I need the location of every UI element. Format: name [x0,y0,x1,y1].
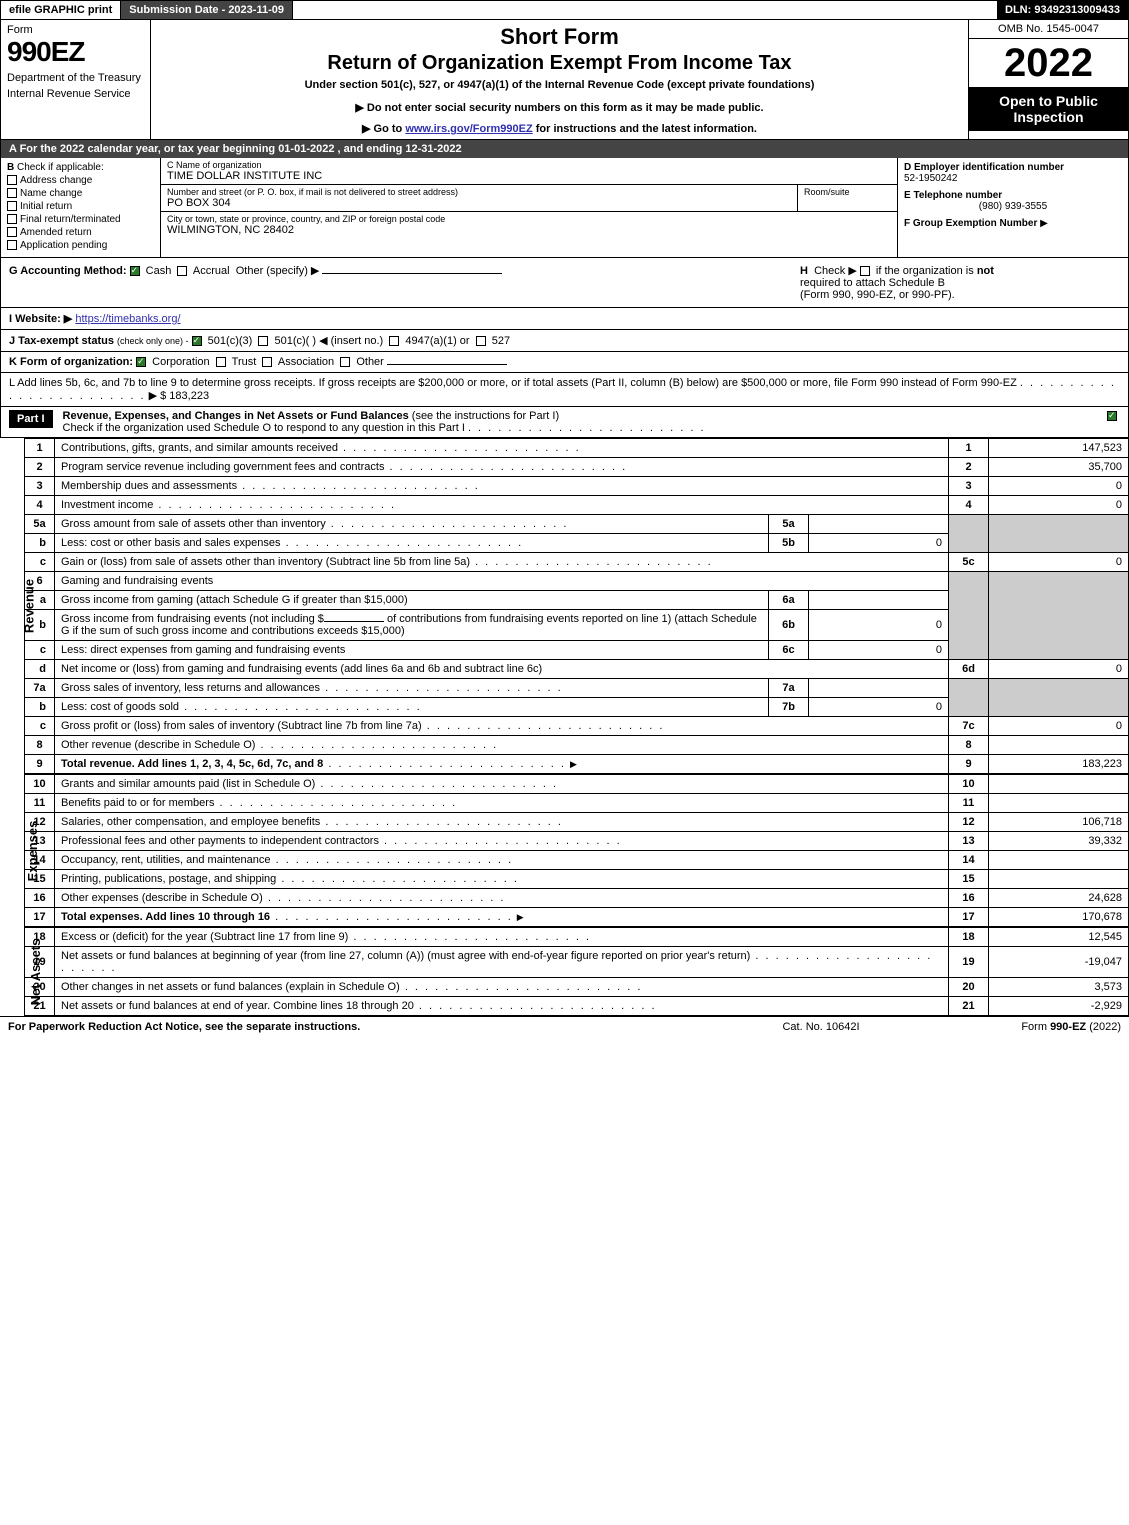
row-i: I Website: ▶ https://timebanks.org/ [0,308,1129,330]
checkbox-cash[interactable] [130,266,140,276]
checkbox-corporation[interactable] [136,357,146,367]
tax-year: 2022 [969,39,1128,87]
footer: For Paperwork Reduction Act Notice, see … [0,1016,1129,1037]
efile-print-button[interactable]: efile GRAPHIC print [1,1,121,19]
title-return-of: Return of Organization Exempt From Incom… [161,52,958,75]
omb-number: OMB No. 1545-0047 [969,20,1128,39]
part1-tab: Part I [9,410,53,428]
revenue-section: Revenue 1Contributions, gifts, grants, a… [24,438,1129,774]
checkbox-h[interactable] [860,266,870,276]
footer-center: Cat. No. 10642I [721,1021,921,1033]
info-block: B Check if applicable: Address change Na… [0,158,1129,258]
j-label: J Tax-exempt status [9,335,114,347]
row-g: G Accounting Method: Cash Accrual Other … [0,258,1129,308]
c-room-label: Room/suite [804,187,897,197]
subtitle-under-section: Under section 501(c), 527, or 4947(a)(1)… [161,79,958,91]
checkbox-name-change[interactable]: Name change [7,188,154,199]
netassets-table: 18Excess or (deficit) for the year (Subt… [24,927,1129,1016]
form-header: Form 990EZ Department of the Treasury In… [0,20,1129,140]
section-b: B Check if applicable: Address change Na… [1,158,161,257]
g-label: G Accounting Method: [9,265,127,277]
org-street: PO BOX 304 [167,197,797,209]
part1-check-text: Check if the organization used Schedule … [63,422,465,434]
f-group-label: F Group Exemption Number [904,218,1037,229]
row-j: J Tax-exempt status (check only one) - 5… [0,330,1129,352]
ein: 52-1950242 [904,173,1122,184]
checkbox-amended-return[interactable]: Amended return [7,227,154,238]
checkbox-initial-return[interactable]: Initial return [7,201,154,212]
goto-post: for instructions and the latest informat… [533,123,757,135]
part1-title: Revenue, Expenses, and Changes in Net As… [63,410,409,422]
header-right: OMB No. 1545-0047 2022 Open to Public In… [968,20,1128,139]
row-k: K Form of organization: Corporation Trus… [0,352,1129,373]
title-short-form: Short Form [161,24,958,50]
dept-irs: Internal Revenue Service [7,88,144,100]
phone: (980) 939-3555 [904,201,1122,212]
do-not-enter-ssn: ▶ Do not enter social security numbers o… [161,101,958,114]
checkbox-application-pending[interactable]: Application pending [7,240,154,251]
header-left: Form 990EZ Department of the Treasury In… [1,20,151,139]
footer-left: For Paperwork Reduction Act Notice, see … [8,1021,721,1033]
l-text: L Add lines 5b, 6c, and 7b to line 9 to … [9,377,1017,389]
website-link[interactable]: https://timebanks.org/ [75,313,180,325]
form-number: 990EZ [7,36,144,68]
checkbox-address-change[interactable]: Address change [7,175,154,186]
goto-link[interactable]: www.irs.gov/Form990EZ [405,123,532,135]
l-arrow: ▶ [149,390,157,402]
k-label: K Form of organization: [9,356,133,368]
row-l: L Add lines 5b, 6c, and 7b to line 9 to … [0,373,1129,407]
checkbox-final-return[interactable]: Final return/terminated [7,214,154,225]
e-phone-label: E Telephone number [904,190,1122,201]
section-d: D Employer identification number 52-1950… [898,158,1128,257]
expenses-label: Expenses [25,820,40,881]
checkbox-other-org[interactable] [340,357,350,367]
checkbox-accrual[interactable] [177,266,187,276]
d-ein-label: D Employer identification number [904,162,1122,173]
submission-date: Submission Date - 2023-11-09 [121,1,293,19]
dept-treasury: Department of the Treasury [7,72,144,84]
section-h: H Check ▶ if the organization is not req… [790,264,1120,301]
checkbox-trust[interactable] [216,357,226,367]
checkbox-527[interactable] [476,336,486,346]
revenue-table: 1Contributions, gifts, grants, and simil… [24,438,1129,774]
checkbox-501c3[interactable] [192,336,202,346]
f-arrow: ▶ [1040,218,1048,229]
g-other: Other (specify) ▶ [236,265,320,277]
c-street-label: Number and street (or P. O. box, if mail… [167,187,797,197]
goto-instructions: ▶ Go to www.irs.gov/Form990EZ for instru… [161,122,958,135]
form-label: Form [7,24,144,36]
c-city-label: City or town, state or province, country… [167,214,891,224]
header-center: Short Form Return of Organization Exempt… [151,20,968,139]
row-a-tax-year: A For the 2022 calendar year, or tax yea… [0,140,1129,158]
checkbox-501c[interactable] [258,336,268,346]
b-check-if: Check if applicable: [17,162,104,173]
checkbox-4947[interactable] [389,336,399,346]
org-city: WILMINGTON, NC 28402 [167,224,891,236]
i-label: I Website: ▶ [9,313,72,325]
org-name: TIME DOLLAR INSTITUTE INC [167,170,891,182]
l-amount: $ 183,223 [160,390,209,402]
k-other-blank [387,364,507,365]
section-c: C Name of organization TIME DOLLAR INSTI… [161,158,898,257]
b-label: B [7,162,14,173]
open-to-public: Open to Public Inspection [969,87,1128,131]
part1-header-row: Part I Revenue, Expenses, and Changes in… [0,407,1129,438]
netassets-section: Net Assets 18Excess or (deficit) for the… [24,927,1129,1016]
part1-check-o[interactable] [1100,410,1120,422]
top-bar: efile GRAPHIC print Submission Date - 20… [0,0,1129,20]
netassets-label: Net Assets [28,938,43,1005]
checkbox-association[interactable] [262,357,272,367]
expenses-section: Expenses 10Grants and similar amounts pa… [24,774,1129,927]
dln: DLN: 93492313009433 [997,1,1128,19]
revenue-label: Revenue [22,579,37,633]
footer-right: Form 990-EZ (2022) [921,1021,1121,1033]
part1-subtitle: (see the instructions for Part I) [412,410,559,422]
g-other-blank [322,273,502,274]
expenses-table: 10Grants and similar amounts paid (list … [24,774,1129,927]
goto-pre: ▶ Go to [362,123,405,135]
c-name-label: C Name of organization [167,160,891,170]
